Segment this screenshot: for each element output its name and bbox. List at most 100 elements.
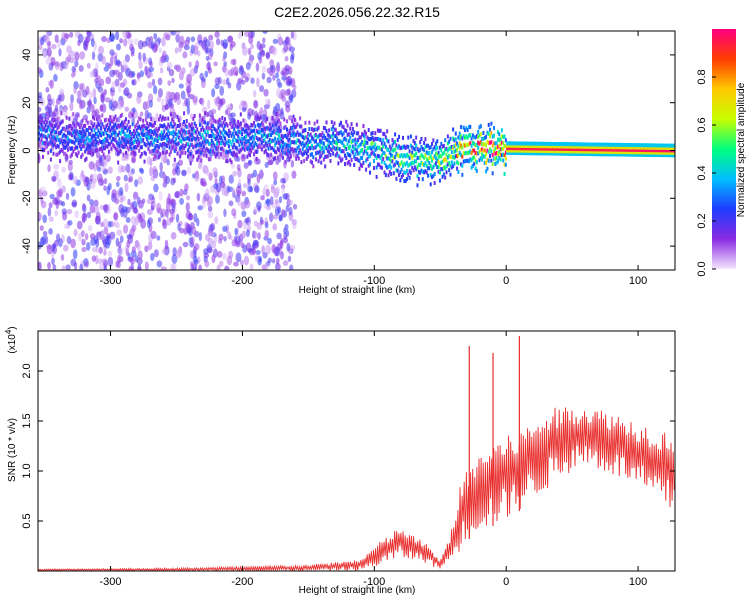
noise-cell <box>74 51 80 61</box>
band-cell <box>192 126 195 131</box>
band-cell <box>209 133 212 138</box>
band-cell <box>181 143 184 148</box>
band-cell <box>396 168 399 173</box>
band-cell <box>299 132 302 137</box>
band-cell <box>616 142 619 147</box>
noise-cell <box>128 175 134 183</box>
band-cell <box>192 145 195 150</box>
band-cell <box>279 129 282 134</box>
band-cell <box>102 145 105 150</box>
noise-cell <box>227 35 233 43</box>
band-cell <box>432 156 435 161</box>
band-cell <box>250 142 253 147</box>
band-cell <box>376 136 379 141</box>
band-cell <box>140 131 143 136</box>
band-cell <box>665 150 668 155</box>
band-cell <box>106 144 109 149</box>
noise-cell <box>129 256 136 265</box>
band-cell <box>506 143 509 148</box>
band-cell <box>89 132 92 137</box>
band-cell <box>419 147 422 152</box>
band-cell <box>536 151 539 156</box>
band-cell <box>177 135 180 140</box>
band-cell <box>380 153 383 158</box>
y-tick-label: 0 <box>21 147 33 153</box>
band-cell <box>213 151 216 156</box>
band-cell <box>355 131 358 136</box>
band-cell <box>557 151 560 156</box>
band-cell <box>363 149 366 154</box>
band-cell <box>610 149 613 154</box>
band-cell <box>285 127 288 132</box>
band-cell <box>601 145 604 150</box>
band-cell <box>180 133 183 138</box>
band-cell <box>148 135 151 140</box>
band-cell <box>249 136 252 141</box>
band-cell <box>107 118 110 123</box>
noise-cell <box>49 193 55 200</box>
noise-cell <box>130 250 137 258</box>
band-cell <box>516 151 519 156</box>
noise-cell <box>271 243 276 254</box>
band-cell <box>256 144 259 149</box>
band-cell <box>502 134 505 139</box>
band-cell <box>638 143 641 148</box>
band-cell <box>209 157 212 162</box>
band-cell <box>390 159 393 164</box>
band-cell <box>237 124 240 129</box>
band-cell <box>606 145 609 150</box>
noise-cell <box>223 236 227 242</box>
band-cell <box>392 148 395 153</box>
noise-cell <box>196 192 201 202</box>
band-cell <box>504 150 507 155</box>
band-cell <box>55 152 58 157</box>
band-cell <box>292 148 295 153</box>
band-cell <box>59 121 62 126</box>
band-cell <box>529 146 532 151</box>
band-cell <box>392 140 395 145</box>
band-cell <box>307 132 310 137</box>
band-cell <box>278 140 281 145</box>
band-cell <box>370 151 373 156</box>
band-cell <box>609 149 612 154</box>
band-cell <box>419 155 422 160</box>
band-cell <box>581 144 584 149</box>
noise-cell <box>166 158 170 166</box>
band-cell <box>375 174 378 179</box>
band-cell <box>208 134 211 139</box>
noise-cell <box>107 256 114 267</box>
band-cell <box>511 141 514 146</box>
noise-cell <box>168 98 173 107</box>
band-cell <box>48 120 51 125</box>
band-cell <box>198 113 201 118</box>
band-cell <box>322 157 325 162</box>
band-cell <box>287 154 290 159</box>
band-cell <box>270 126 273 131</box>
band-cell <box>523 143 526 148</box>
band-cell <box>134 151 137 156</box>
band-cell <box>673 150 675 155</box>
band-cell <box>187 136 190 141</box>
band-cell <box>263 150 266 155</box>
band-cell <box>194 150 197 155</box>
noise-cell <box>275 102 281 112</box>
band-cell <box>387 139 390 144</box>
band-cell <box>458 141 461 146</box>
noise-cell <box>170 232 177 240</box>
band-cell <box>336 131 339 136</box>
band-cell <box>101 131 104 136</box>
band-cell <box>47 150 50 155</box>
band-cell <box>614 142 617 147</box>
band-cell <box>57 151 60 156</box>
band-cell <box>409 152 412 157</box>
band-cell <box>285 135 288 140</box>
noise-cell <box>88 99 92 109</box>
noise-cell <box>227 231 232 240</box>
noise-cell <box>236 164 241 171</box>
band-cell <box>227 149 230 154</box>
band-cell <box>296 138 299 143</box>
band-cell <box>540 151 543 156</box>
band-cell <box>639 147 642 152</box>
band-cell <box>460 134 463 139</box>
band-cell <box>311 127 313 132</box>
